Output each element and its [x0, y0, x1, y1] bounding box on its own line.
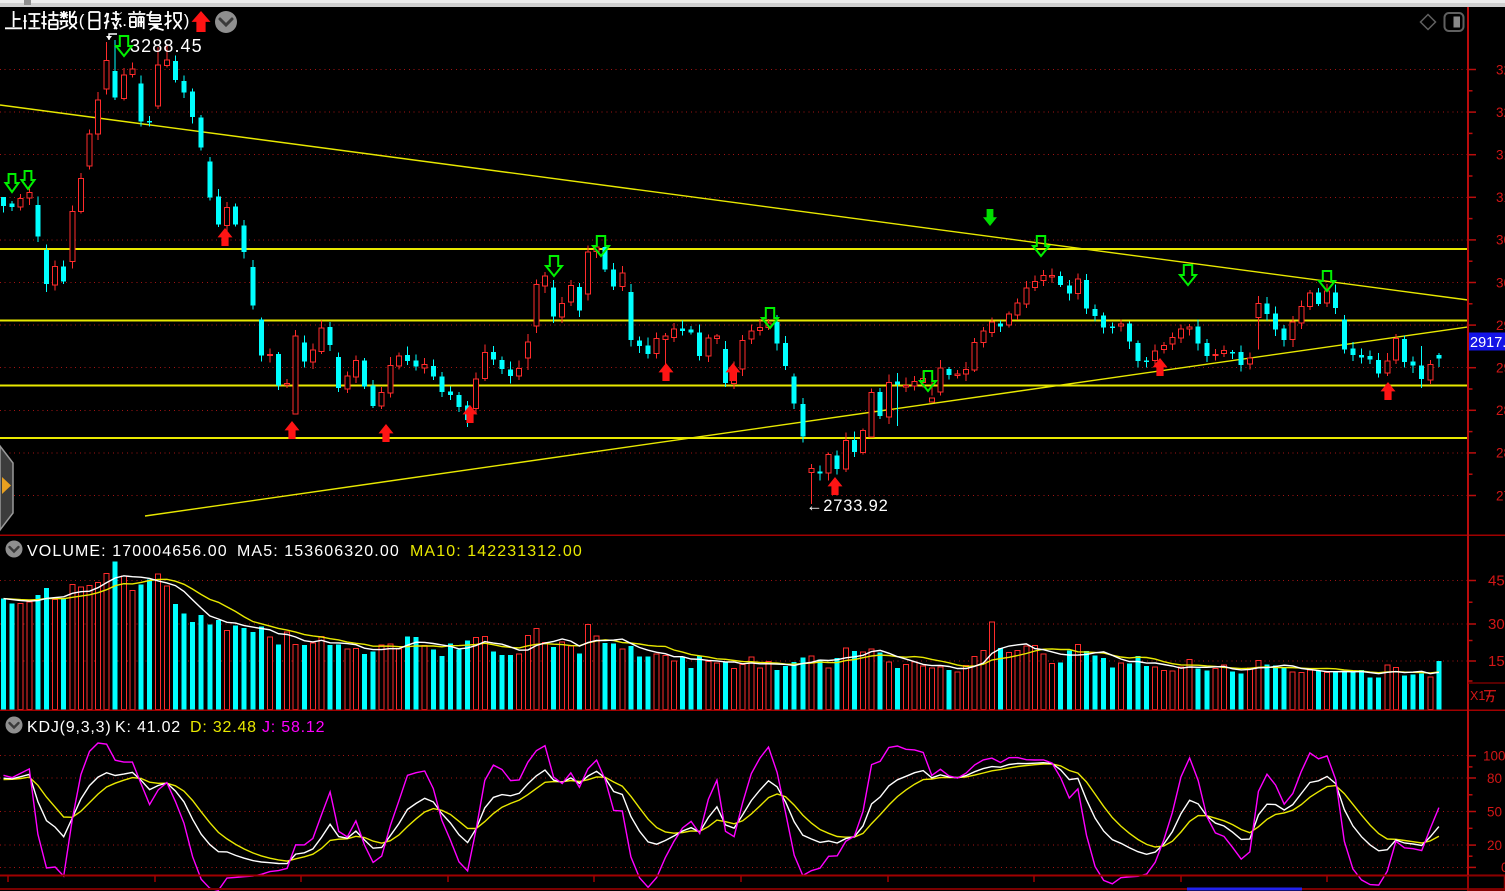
svg-text:D: 32.48: D: 32.48	[190, 719, 257, 736]
svg-text:3000.00: 3000.00	[1496, 275, 1505, 290]
svg-text:←2733.92: ←2733.92	[806, 497, 889, 515]
svg-text:3200.00: 3200.00	[1496, 105, 1505, 120]
svg-text:2850.00: 2850.00	[1496, 403, 1505, 418]
svg-text:3000: 3000	[1488, 616, 1505, 633]
svg-text:0: 0	[1501, 860, 1505, 875]
svg-text:2917.01: 2917.01	[1470, 335, 1505, 351]
svg-text:4500: 4500	[1488, 573, 1505, 590]
svg-text:50: 50	[1487, 804, 1502, 819]
svg-text:3050.00: 3050.00	[1496, 233, 1505, 248]
svg-text:100: 100	[1483, 749, 1505, 764]
svg-text:K: 41.02: K: 41.02	[115, 719, 181, 736]
svg-text:2800.00: 2800.00	[1496, 446, 1505, 461]
svg-text:X1: X1	[1470, 689, 1485, 703]
svg-text:2900.00: 2900.00	[1496, 361, 1505, 376]
svg-text:80: 80	[1487, 771, 1502, 786]
svg-text:3100.00: 3100.00	[1496, 190, 1505, 205]
svg-text:KDJ(9,3,3): KDJ(9,3,3)	[27, 719, 111, 736]
svg-text:3150.00: 3150.00	[1496, 148, 1505, 163]
svg-text:3250.00: 3250.00	[1496, 62, 1505, 77]
svg-text:1500: 1500	[1488, 653, 1505, 670]
svg-text:VOLUME: 170004656.00: VOLUME: 170004656.00	[27, 543, 228, 560]
svg-text:3288.45: 3288.45	[130, 36, 203, 56]
svg-text:2750.00: 2750.00	[1496, 488, 1505, 503]
svg-text:20: 20	[1487, 838, 1502, 853]
svg-text:MA5: 153606320.00: MA5: 153606320.00	[237, 543, 400, 560]
svg-text:J: 58.12: J: 58.12	[262, 719, 325, 736]
svg-text:2950.00: 2950.00	[1496, 318, 1505, 333]
svg-text:(: (	[79, 11, 85, 30]
svg-text:MA10: 142231312.00: MA10: 142231312.00	[410, 543, 583, 560]
svg-text:.: .	[122, 11, 127, 30]
svg-text:): )	[184, 11, 190, 30]
